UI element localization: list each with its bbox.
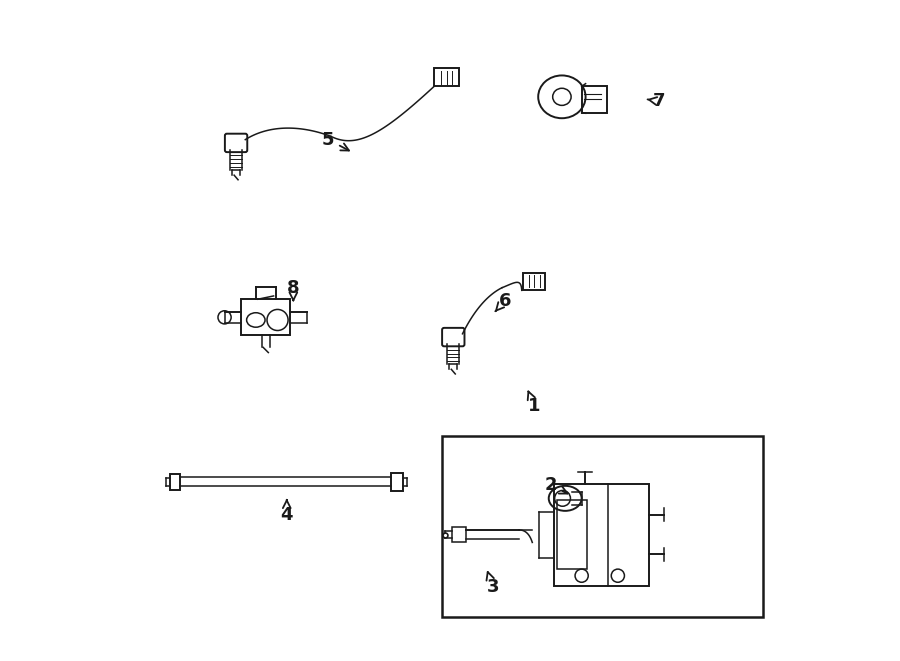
Text: 6: 6	[496, 292, 511, 311]
Bar	[241, 299, 291, 335]
Bar	[523, 272, 545, 290]
Text: 3: 3	[487, 572, 499, 596]
Bar	[434, 68, 459, 87]
Bar	[581, 87, 607, 112]
Bar	[391, 473, 402, 491]
Text: 8: 8	[287, 279, 300, 300]
Bar	[557, 500, 587, 569]
Bar	[452, 527, 466, 543]
Bar	[554, 484, 649, 586]
Text: 1: 1	[527, 391, 541, 415]
Bar	[442, 436, 763, 617]
Text: 2: 2	[544, 476, 568, 494]
Text: 7: 7	[647, 93, 666, 110]
Bar	[170, 474, 180, 490]
Text: 5: 5	[322, 131, 349, 151]
Text: 4: 4	[281, 500, 293, 524]
